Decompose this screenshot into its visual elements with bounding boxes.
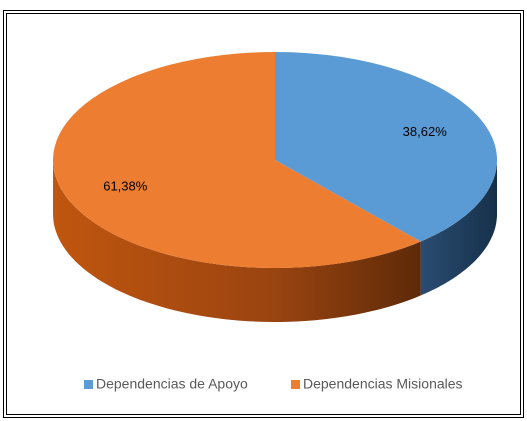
pie-side (420, 160, 497, 296)
data-label: 38,62% (403, 124, 448, 139)
pie-slice (275, 52, 497, 242)
legend-swatch (84, 380, 93, 389)
frame-outer (3, 10, 524, 418)
legend-swatch (291, 380, 300, 389)
data-label: 61,38% (103, 179, 148, 194)
pie-slice (52, 52, 421, 268)
legend-label: Dependencias Misionales (303, 376, 463, 392)
frame-inner (6, 13, 521, 415)
pie-side (53, 160, 421, 322)
legend-label: Dependencias de Apoyo (96, 376, 248, 392)
